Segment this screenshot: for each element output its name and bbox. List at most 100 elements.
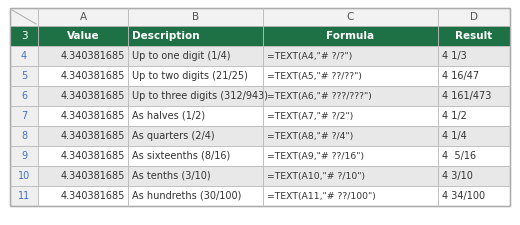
Bar [128, 46, 263, 66]
Bar [38, 146, 128, 166]
Text: 4.340381685: 4.340381685 [61, 151, 125, 161]
Text: Up to two digits (21/25): Up to two digits (21/25) [132, 71, 248, 81]
Text: 4.340381685: 4.340381685 [61, 111, 125, 121]
Bar [128, 166, 263, 186]
Text: D: D [470, 12, 478, 22]
Text: 3: 3 [21, 31, 28, 41]
Bar [38, 126, 128, 146]
Bar [438, 106, 510, 126]
Bar [10, 8, 38, 26]
Bar [10, 8, 510, 206]
Bar [38, 86, 128, 106]
Bar [263, 186, 438, 206]
Bar [38, 8, 128, 26]
Bar [10, 86, 38, 106]
Bar [38, 46, 128, 66]
Bar [263, 8, 438, 26]
Bar [438, 166, 510, 186]
Text: 7: 7 [21, 111, 27, 121]
Text: As tenths (3/10): As tenths (3/10) [132, 171, 211, 181]
Text: 5: 5 [21, 71, 27, 81]
Bar [263, 66, 438, 86]
Bar [263, 26, 438, 46]
Text: 4.340381685: 4.340381685 [61, 51, 125, 61]
Text: B: B [192, 12, 199, 22]
Bar [438, 66, 510, 86]
Text: Formula: Formula [327, 31, 374, 41]
Text: =TEXT(A11,"# ??/100"): =TEXT(A11,"# ??/100") [267, 191, 376, 200]
Text: As quarters (2/4): As quarters (2/4) [132, 131, 215, 141]
Text: Result: Result [456, 31, 492, 41]
Bar [263, 146, 438, 166]
Text: 4 34/100: 4 34/100 [442, 191, 485, 201]
Text: As halves (1/2): As halves (1/2) [132, 111, 205, 121]
Bar [128, 86, 263, 106]
Bar [38, 166, 128, 186]
Bar [10, 166, 38, 186]
Text: 4.340381685: 4.340381685 [61, 191, 125, 201]
Text: 11: 11 [18, 191, 30, 201]
Text: 4.340381685: 4.340381685 [61, 131, 125, 141]
Bar [10, 106, 38, 126]
Bar [438, 146, 510, 166]
Bar [438, 186, 510, 206]
Bar [38, 66, 128, 86]
Text: 4 161/473: 4 161/473 [442, 91, 491, 101]
Text: 9: 9 [21, 151, 27, 161]
Text: C: C [347, 12, 354, 22]
Text: =TEXT(A5,"# ??/??"): =TEXT(A5,"# ??/??") [267, 72, 362, 81]
Bar [10, 26, 38, 46]
Text: =TEXT(A9,"# ??/16"): =TEXT(A9,"# ??/16") [267, 151, 364, 160]
Bar [10, 66, 38, 86]
Text: 4.340381685: 4.340381685 [61, 91, 125, 101]
Bar [38, 106, 128, 126]
Text: 4.340381685: 4.340381685 [61, 171, 125, 181]
Bar [38, 186, 128, 206]
Bar [128, 26, 263, 46]
Text: =TEXT(A8,"# ?/4"): =TEXT(A8,"# ?/4") [267, 131, 353, 140]
Bar [10, 126, 38, 146]
Text: =TEXT(A10,"# ?/10"): =TEXT(A10,"# ?/10") [267, 171, 365, 180]
Text: Description: Description [132, 31, 200, 41]
Text: 4 1/2: 4 1/2 [442, 111, 467, 121]
Text: =TEXT(A4,"# ?/?"): =TEXT(A4,"# ?/?") [267, 52, 352, 61]
Bar [128, 106, 263, 126]
Bar [263, 106, 438, 126]
Text: =TEXT(A6,"# ???/???"): =TEXT(A6,"# ???/???") [267, 92, 372, 101]
Bar [10, 46, 38, 66]
Bar [438, 126, 510, 146]
Bar [128, 146, 263, 166]
Text: As hundreths (30/100): As hundreths (30/100) [132, 191, 241, 201]
Text: 4  5/16: 4 5/16 [442, 151, 476, 161]
Text: 4 1/3: 4 1/3 [442, 51, 467, 61]
Bar [128, 126, 263, 146]
Bar [10, 146, 38, 166]
Bar [10, 186, 38, 206]
Text: As sixteenths (8/16): As sixteenths (8/16) [132, 151, 230, 161]
Text: 4.340381685: 4.340381685 [61, 71, 125, 81]
Text: 10: 10 [18, 171, 30, 181]
Text: =TEXT(A7,"# ?/2"): =TEXT(A7,"# ?/2") [267, 112, 353, 121]
Text: 4 16/47: 4 16/47 [442, 71, 479, 81]
Text: Value: Value [67, 31, 99, 41]
Text: 6: 6 [21, 91, 27, 101]
Bar [263, 166, 438, 186]
Bar [128, 8, 263, 26]
Text: Up to one digit (1/4): Up to one digit (1/4) [132, 51, 230, 61]
Bar [128, 186, 263, 206]
Text: 4 3/10: 4 3/10 [442, 171, 473, 181]
Bar [438, 26, 510, 46]
Text: 8: 8 [21, 131, 27, 141]
Bar [128, 66, 263, 86]
Text: A: A [80, 12, 86, 22]
Bar [263, 86, 438, 106]
Text: 4 1/4: 4 1/4 [442, 131, 467, 141]
Bar [438, 86, 510, 106]
Text: Up to three digits (312/943): Up to three digits (312/943) [132, 91, 268, 101]
Bar [38, 26, 128, 46]
Bar [263, 46, 438, 66]
Text: 4: 4 [21, 51, 27, 61]
Bar [438, 46, 510, 66]
Bar [263, 126, 438, 146]
Bar [438, 8, 510, 26]
